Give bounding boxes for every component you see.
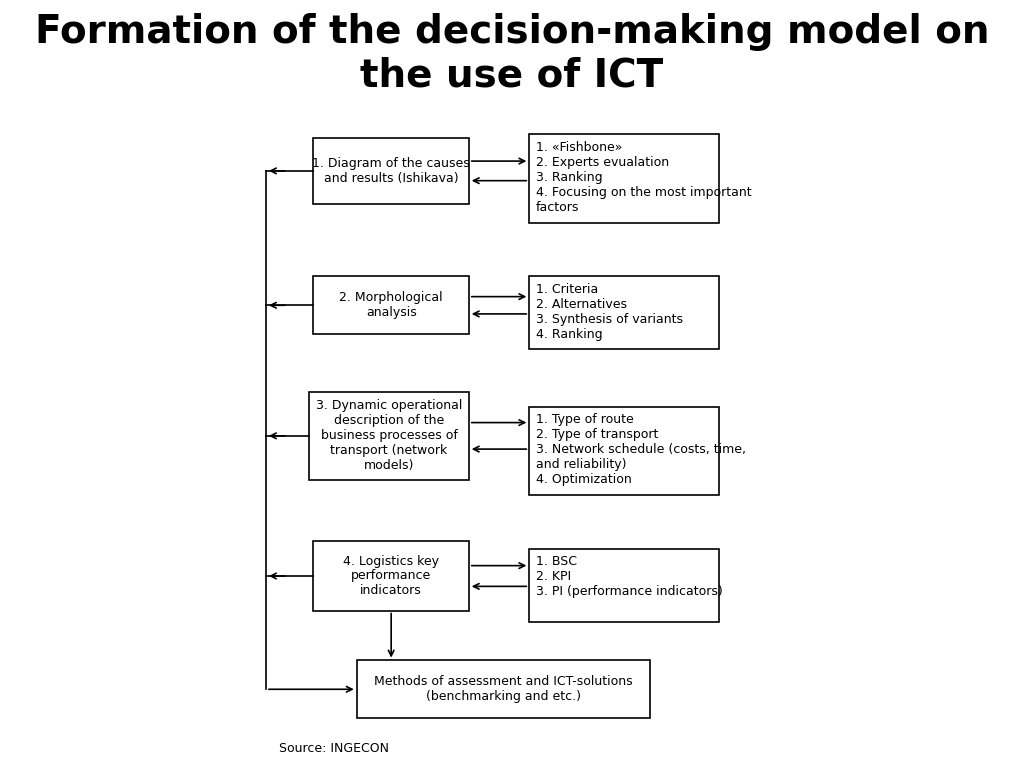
Text: 3. Dynamic operational
description of the
business processes of
transport (netwo: 3. Dynamic operational description of th… [315,399,462,472]
FancyBboxPatch shape [313,541,469,611]
Text: Source: INGECON: Source: INGECON [279,743,389,755]
Text: 1. Criteria
2. Alternatives
3. Synthesis of variants
4. Ranking: 1. Criteria 2. Alternatives 3. Synthesis… [537,283,683,341]
Text: 2. Morphological
analysis: 2. Morphological analysis [339,291,443,319]
FancyBboxPatch shape [309,392,469,480]
Text: 1. Diagram of the causes
and results (Ishikava): 1. Diagram of the causes and results (Is… [312,157,470,185]
FancyBboxPatch shape [356,660,650,718]
Text: Formation of the decision-making model on
the use of ICT: Formation of the decision-making model o… [35,13,989,94]
Text: Methods of assessment and ICT-solutions
(benchmarking and etc.): Methods of assessment and ICT-solutions … [374,675,633,703]
FancyBboxPatch shape [313,276,469,334]
FancyBboxPatch shape [529,276,719,349]
FancyBboxPatch shape [313,138,469,204]
FancyBboxPatch shape [529,134,719,223]
Text: 1. BSC
2. KPI
3. PI (performance indicators): 1. BSC 2. KPI 3. PI (performance indicat… [537,555,723,598]
Text: 1. Type of route
2. Type of transport
3. Network schedule (costs, time,
and reli: 1. Type of route 2. Type of transport 3.… [537,413,746,486]
FancyBboxPatch shape [529,407,719,495]
FancyBboxPatch shape [529,549,719,622]
Text: 4. Logistics key
performance
indicators: 4. Logistics key performance indicators [343,554,439,598]
Text: 1. «Fishbone»
2. Experts evualation
3. Ranking
4. Focusing on the most important: 1. «Fishbone» 2. Experts evualation 3. R… [537,141,752,214]
